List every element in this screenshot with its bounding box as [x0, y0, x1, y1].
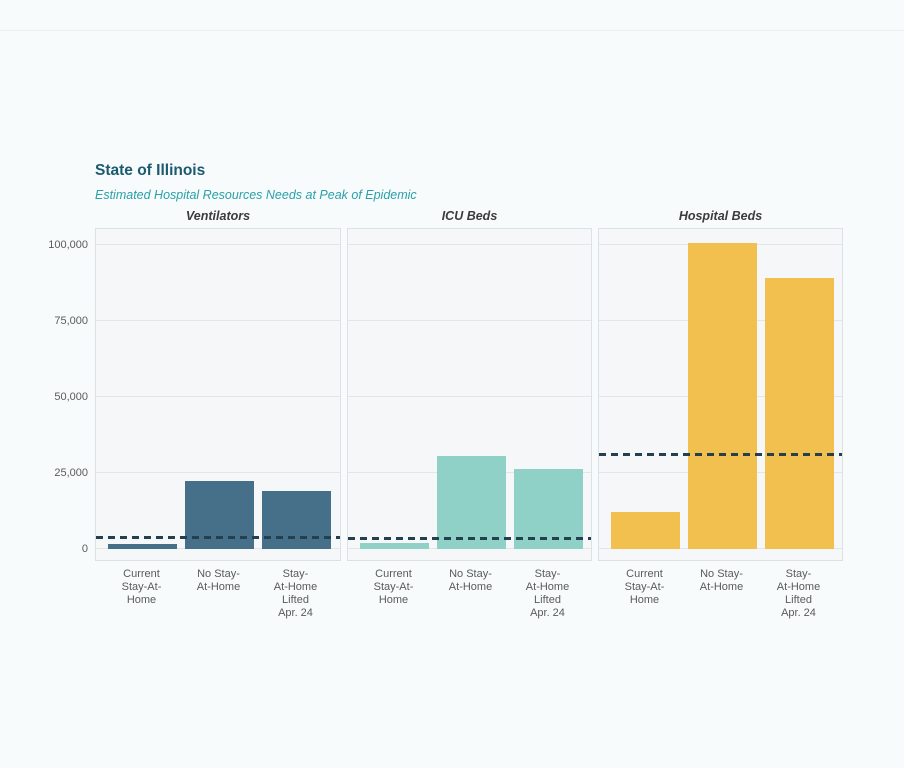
gridline — [348, 395, 591, 397]
y-axis-tick-label: 50,000 — [54, 390, 88, 403]
x-axis-category-label: Current Stay-At- Home — [624, 568, 665, 606]
y-axis-tick-label: 0 — [81, 543, 88, 555]
bar-current-stay-at-home — [611, 512, 680, 549]
bar-stay-at-home-lifted-apr-24 — [514, 469, 583, 549]
gridline — [96, 243, 340, 245]
chart-title: State of Illinois — [95, 162, 206, 179]
bar-stay-at-home-lifted-apr-24 — [262, 491, 331, 549]
panel-ventilators — [95, 228, 341, 561]
bar-current-stay-at-home — [360, 543, 429, 549]
x-axis-category-label: Stay- At-Home Lifted Apr. 24 — [525, 568, 570, 619]
capacity-dashed-line — [348, 536, 591, 540]
x-axis-category-label: No Stay- At-Home — [699, 568, 744, 593]
x-axis-category-label: Stay- At-Home Lifted Apr. 24 — [273, 568, 318, 619]
capacity-dashed-line — [599, 452, 842, 456]
gridline — [96, 319, 340, 321]
panel-title: Ventilators — [185, 209, 251, 223]
panel-icu-beds — [347, 228, 592, 561]
gridline — [96, 471, 340, 473]
gridline — [348, 243, 591, 245]
x-axis-category-label: Stay- At-Home Lifted Apr. 24 — [776, 568, 821, 619]
x-axis-category-label: No Stay- At-Home — [448, 568, 493, 593]
bar-no-stay-at-home — [437, 455, 506, 549]
chart-subtitle: Estimated Hospital Resources Needs at Pe… — [95, 188, 417, 202]
gridline — [96, 395, 340, 397]
top-divider — [0, 30, 904, 31]
bar-stay-at-home-lifted-apr-24 — [765, 278, 834, 549]
bar-no-stay-at-home — [688, 242, 757, 549]
x-axis-category-label: No Stay- At-Home — [196, 568, 241, 593]
panel-title: Hospital Beds — [678, 209, 763, 223]
panel-title: ICU Beds — [441, 209, 498, 223]
gridline — [348, 319, 591, 321]
bar-current-stay-at-home — [108, 543, 177, 549]
panel-hospital-beds — [598, 228, 843, 561]
y-axis-tick-label: 25,000 — [54, 466, 88, 479]
x-axis-category-label: Current Stay-At- Home — [121, 568, 162, 606]
x-axis-category-label: Current Stay-At- Home — [373, 568, 414, 606]
y-axis-tick-label: 100,000 — [48, 238, 88, 251]
capacity-dashed-line — [96, 536, 340, 540]
y-axis-tick-label: 75,000 — [54, 314, 88, 327]
